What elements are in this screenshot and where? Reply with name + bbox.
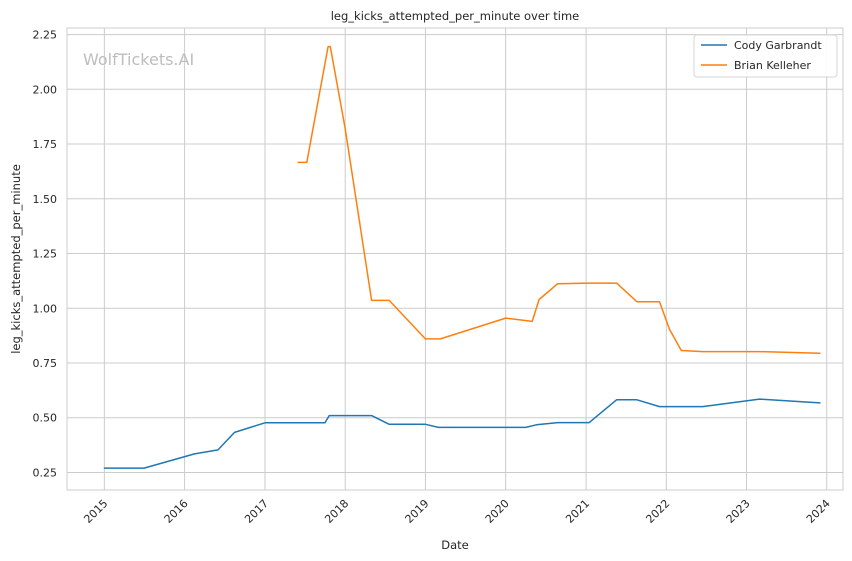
x-tick-label: 2016 bbox=[162, 497, 191, 526]
y-tick-label: 1.75 bbox=[33, 138, 58, 151]
plot-frame bbox=[66, 27, 844, 491]
y-tick-label: 2.25 bbox=[33, 29, 58, 42]
y-tick-label: 0.75 bbox=[33, 357, 58, 370]
x-axis-label: Date bbox=[441, 538, 469, 552]
y-tick-label: 1.00 bbox=[33, 302, 58, 315]
series-group bbox=[103, 45, 821, 469]
y-tick-label: 2.00 bbox=[33, 83, 58, 96]
x-tick-label: 2018 bbox=[322, 497, 351, 526]
series-line-0 bbox=[103, 398, 821, 469]
y-tick-label: 0.25 bbox=[33, 466, 58, 479]
series-line-1 bbox=[297, 45, 821, 354]
plot-area: WolfTickets.AI 2015 2016 2017 2018 2019 2020 2… bbox=[33, 27, 844, 526]
x-axis-ticks: 2015 2016 2017 2018 2019 2020 2021 2022 2023 2024 bbox=[81, 497, 832, 526]
x-tick-label: 2019 bbox=[403, 497, 432, 526]
y-axis-label: leg_kicks_attempted_per_minute bbox=[9, 164, 23, 354]
chart-title: leg_kicks_attempted_per_minute over time bbox=[331, 9, 580, 23]
legend-box bbox=[693, 34, 838, 78]
legend: Cody Garbrandt Brian Kelleher bbox=[693, 34, 838, 78]
x-tick-label: 2022 bbox=[643, 497, 672, 526]
y-tick-label: 0.50 bbox=[33, 412, 58, 425]
x-tick-label: 2015 bbox=[81, 497, 110, 526]
y-tick-label: 1.25 bbox=[33, 248, 58, 261]
x-tick-label: 2024 bbox=[804, 497, 833, 526]
x-tick-label: 2023 bbox=[724, 497, 753, 526]
x-tick-label: 2020 bbox=[483, 497, 512, 526]
legend-label-brian: Brian Kelleher bbox=[734, 59, 811, 72]
grid bbox=[67, 28, 843, 490]
legend-label-cody: Cody Garbrandt bbox=[734, 39, 822, 52]
y-tick-label: 1.50 bbox=[33, 193, 58, 206]
y-axis-ticks: 0.25 0.50 0.75 1.00 1.25 1.50 1.75 2.00 2.25 bbox=[33, 29, 58, 480]
x-tick-label: 2017 bbox=[242, 497, 271, 526]
x-tick-label: 2021 bbox=[563, 497, 592, 526]
watermark-text: WolfTickets.AI bbox=[83, 50, 194, 69]
